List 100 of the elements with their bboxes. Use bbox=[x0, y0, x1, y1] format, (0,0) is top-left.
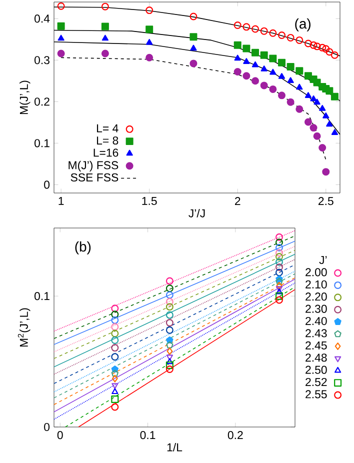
point bbox=[166, 361, 174, 369]
point bbox=[112, 383, 118, 389]
point bbox=[286, 34, 294, 42]
point bbox=[318, 44, 326, 52]
point bbox=[296, 105, 304, 113]
point bbox=[310, 95, 317, 102]
point bbox=[314, 98, 320, 105]
legend-label: SSE FSS bbox=[70, 173, 118, 182]
legend-label: 2.55 bbox=[306, 390, 327, 398]
point bbox=[166, 354, 174, 361]
point bbox=[278, 31, 286, 39]
point bbox=[243, 58, 250, 64]
point bbox=[252, 48, 260, 56]
legend-label: 2.00 bbox=[306, 268, 327, 276]
legend-label: 2.50 bbox=[306, 366, 327, 374]
x-tick-label: 2.5 bbox=[318, 197, 334, 206]
point bbox=[234, 54, 241, 61]
point bbox=[275, 264, 283, 272]
point bbox=[190, 12, 198, 20]
point bbox=[58, 34, 64, 41]
point bbox=[252, 77, 260, 85]
point bbox=[111, 310, 119, 318]
y-axis-title: M$^{2}$(J’,L) bbox=[18, 308, 30, 347]
point bbox=[57, 50, 65, 58]
legend-label: 2.43 bbox=[306, 329, 327, 338]
point bbox=[166, 277, 174, 285]
y-tick-label: 0.4 bbox=[34, 14, 50, 23]
y-tick-label: 0.2 bbox=[34, 98, 50, 106]
point bbox=[304, 40, 312, 48]
point bbox=[260, 82, 268, 90]
point bbox=[278, 58, 286, 66]
point bbox=[275, 296, 283, 304]
point bbox=[111, 304, 119, 312]
y-tick-label: 0.3 bbox=[34, 56, 50, 64]
point bbox=[286, 98, 294, 106]
point bbox=[313, 42, 321, 50]
point bbox=[296, 67, 304, 75]
point bbox=[57, 2, 65, 10]
point bbox=[275, 244, 283, 252]
point bbox=[310, 41, 318, 49]
point bbox=[166, 366, 174, 374]
point bbox=[242, 44, 250, 52]
point bbox=[278, 72, 286, 79]
point bbox=[260, 66, 268, 72]
point bbox=[260, 51, 268, 59]
annotation: (b) bbox=[75, 241, 91, 254]
y-tick-label: 0 bbox=[44, 422, 50, 432]
point bbox=[112, 374, 118, 382]
point bbox=[275, 258, 283, 266]
point bbox=[269, 85, 277, 93]
legend-label: M(J’) FSS bbox=[68, 160, 118, 172]
point bbox=[322, 45, 330, 53]
point bbox=[101, 50, 109, 58]
point bbox=[275, 292, 283, 300]
legend-label: 2.52 bbox=[306, 378, 327, 386]
point bbox=[166, 326, 174, 334]
point bbox=[111, 316, 119, 324]
x-tick-label: 1 bbox=[58, 197, 64, 205]
point bbox=[166, 291, 174, 299]
point bbox=[242, 72, 250, 80]
point bbox=[276, 282, 282, 290]
point bbox=[166, 303, 174, 311]
point bbox=[276, 278, 283, 285]
point bbox=[260, 27, 268, 35]
point bbox=[296, 84, 303, 90]
legend-label: 2.48 bbox=[306, 354, 327, 362]
point bbox=[331, 129, 338, 135]
point bbox=[111, 323, 119, 331]
legend-label: 2.45 bbox=[306, 341, 327, 350]
point bbox=[111, 330, 119, 338]
point bbox=[330, 92, 338, 100]
point bbox=[102, 34, 109, 41]
point bbox=[146, 6, 154, 14]
point bbox=[318, 144, 326, 152]
point bbox=[101, 22, 109, 30]
legend-label: L= 4 bbox=[96, 124, 118, 132]
point bbox=[278, 92, 286, 100]
point bbox=[166, 284, 174, 292]
point bbox=[166, 341, 174, 348]
point bbox=[322, 112, 330, 118]
x-tick-label: 1.5 bbox=[142, 197, 157, 206]
point bbox=[287, 77, 294, 84]
point bbox=[111, 353, 119, 361]
x-tick-label: 0 bbox=[57, 431, 63, 440]
point bbox=[101, 2, 109, 10]
point bbox=[296, 36, 304, 44]
x-tick-label: 0.1 bbox=[140, 431, 156, 440]
point bbox=[57, 22, 65, 30]
point bbox=[326, 120, 333, 127]
point bbox=[275, 233, 283, 241]
point bbox=[234, 22, 242, 30]
y-tick-label: 0 bbox=[44, 180, 50, 189]
point bbox=[166, 347, 173, 355]
point bbox=[286, 63, 294, 71]
point bbox=[275, 238, 283, 246]
point bbox=[310, 124, 318, 132]
point bbox=[242, 23, 250, 31]
point bbox=[190, 33, 198, 41]
point bbox=[276, 288, 283, 294]
point bbox=[304, 118, 312, 126]
